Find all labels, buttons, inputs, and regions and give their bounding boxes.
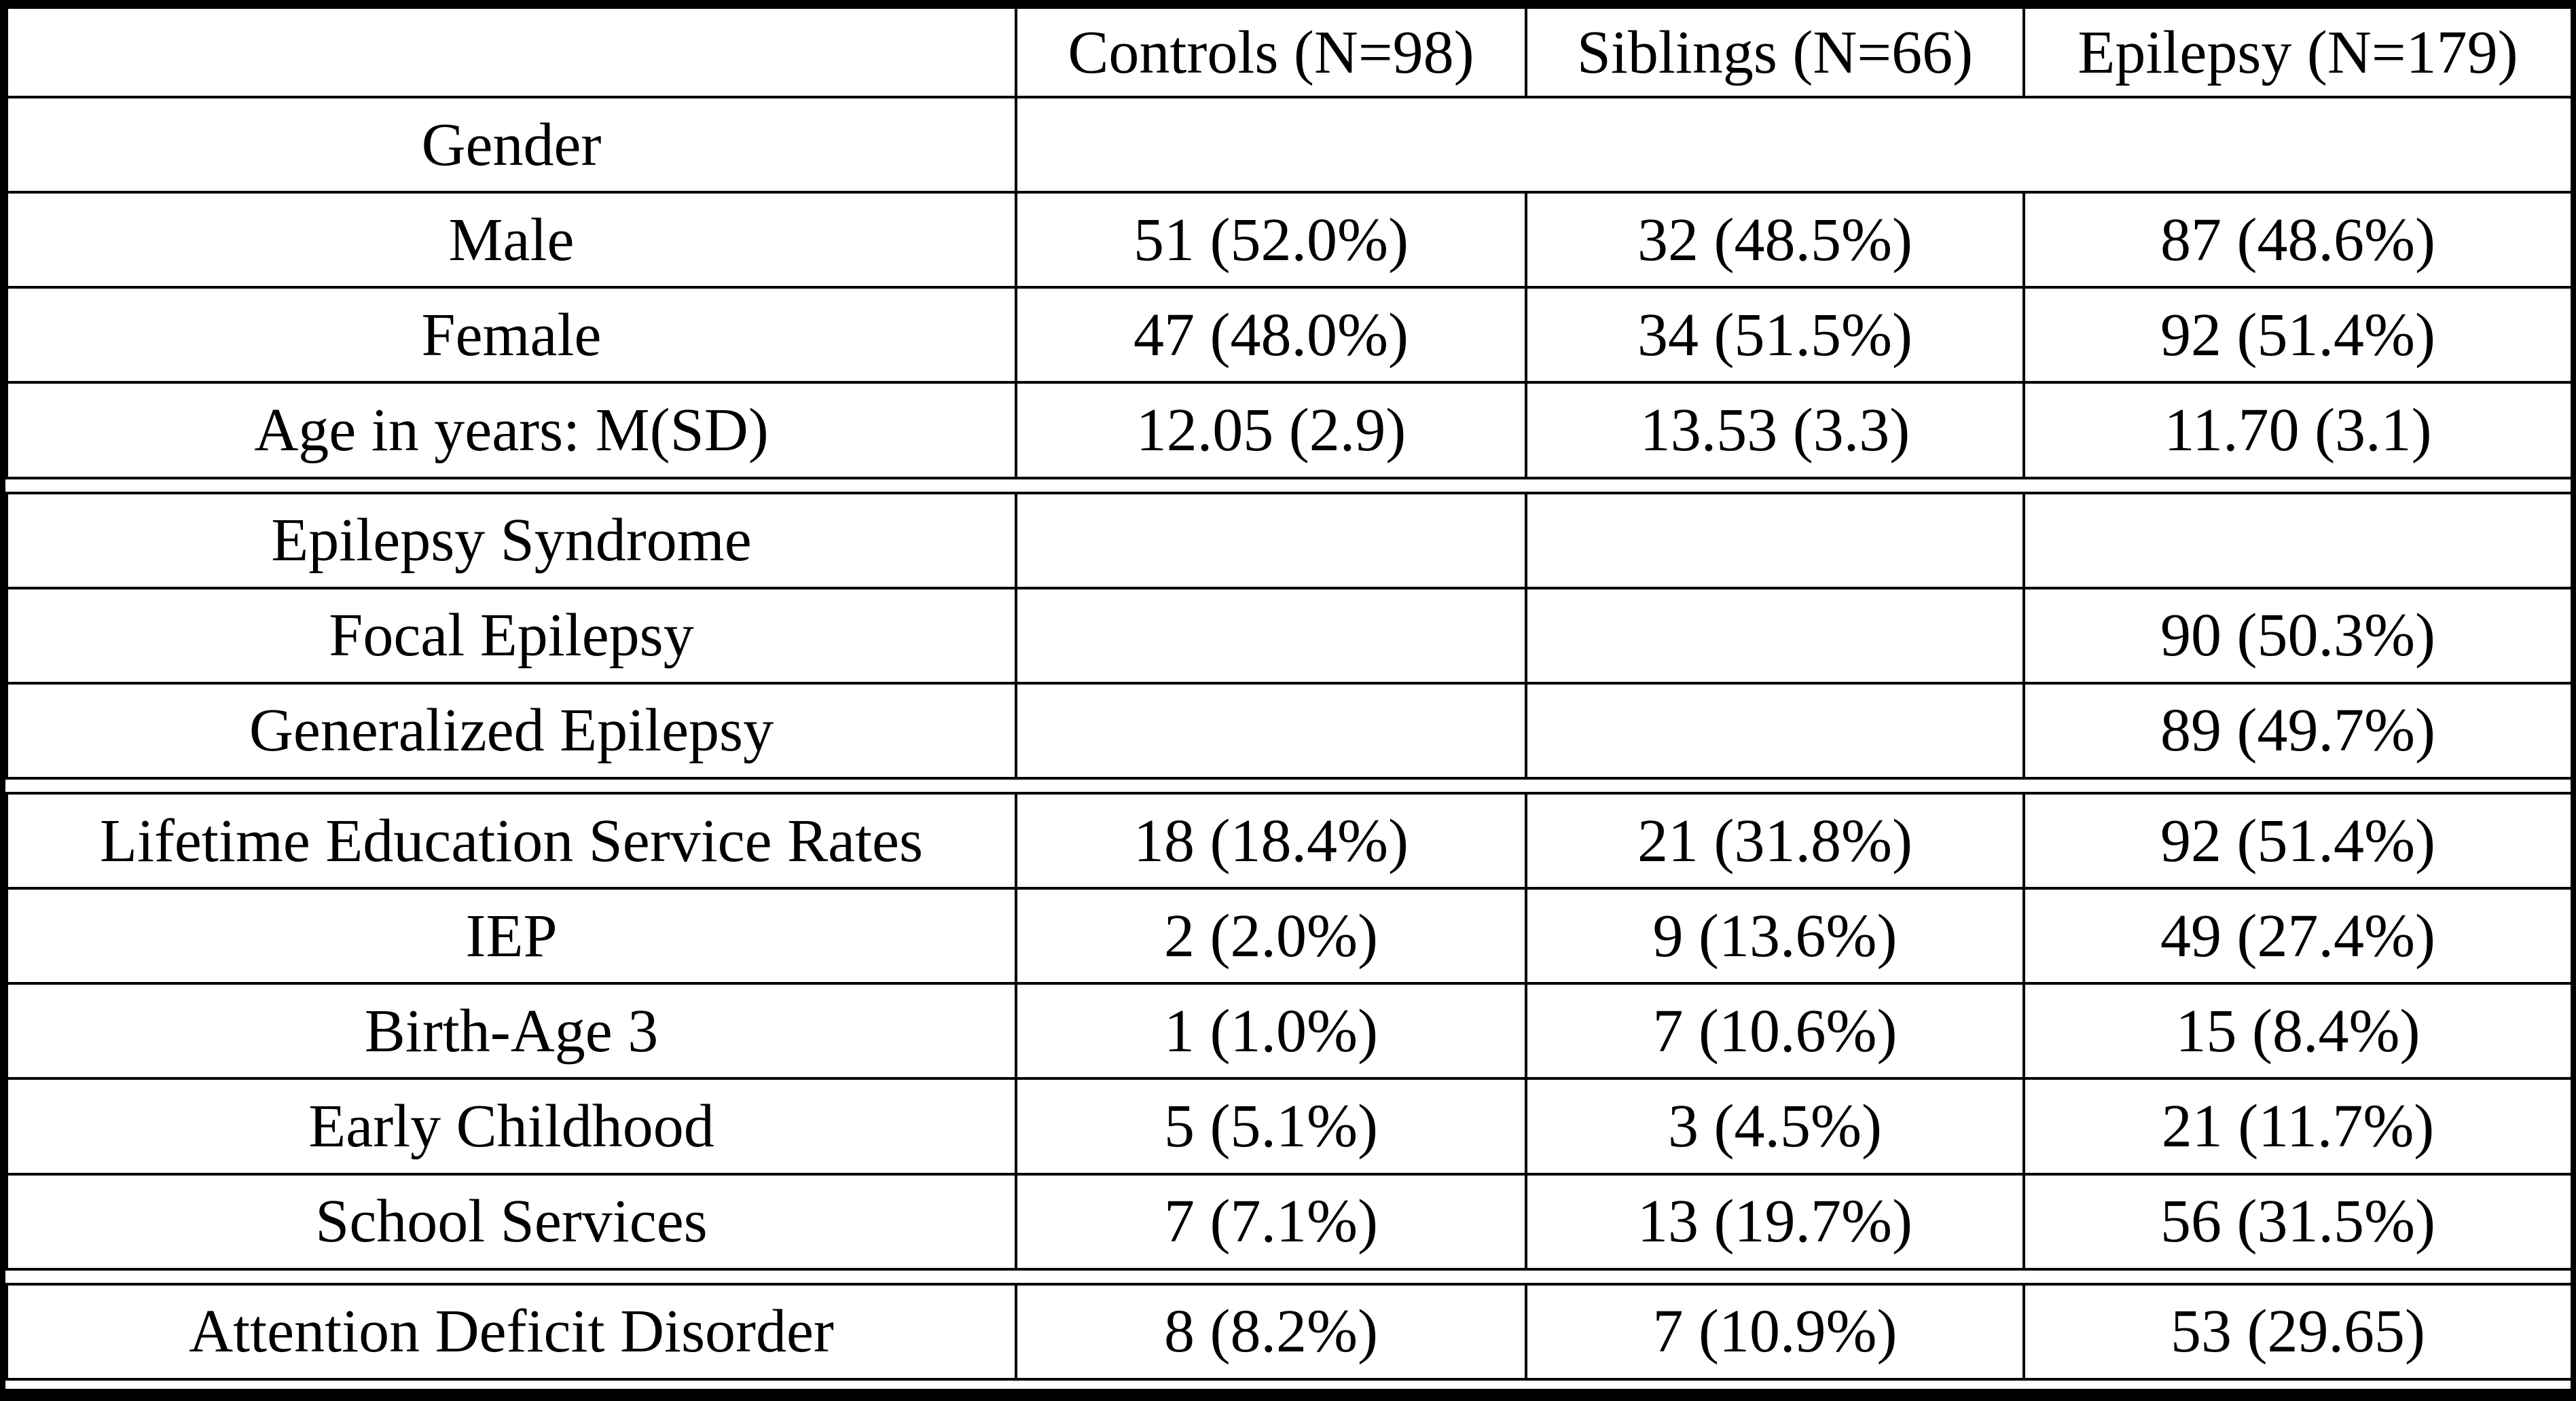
spacer-cell (7, 1377, 2572, 1389)
data-cell: 13.53 (3.3) (1525, 381, 2025, 479)
data-cell: 15 (8.4%) (2022, 982, 2573, 1080)
table-row: Early Childhood 5 (5.1%) 3 (4.5%) 21 (11.7%… (5, 1077, 2573, 1176)
data-cell: 92 (51.4%) (2022, 286, 2573, 384)
data-cell: 5 (5.1%) (1015, 1077, 1527, 1176)
section-separator (7, 476, 2572, 494)
row-label: Lifetime Education Service Rates (5, 792, 1017, 890)
data-cell (1015, 681, 1527, 780)
demographics-table: Controls (N=98) Siblings (N=66) Epilepsy… (5, 6, 2573, 1389)
data-cell (1015, 586, 1527, 685)
data-cell: 32 (48.5%) (1525, 191, 2025, 289)
data-cell: 21 (11.7%) (2022, 1077, 2573, 1176)
table-row: School Services 7 (7.1%) 13 (19.7%) 56 (31.… (5, 1172, 2573, 1271)
data-cell: 7 (10.6%) (1525, 982, 2025, 1080)
data-cell: 34 (51.5%) (1525, 286, 2025, 384)
data-cell: 47 (48.0%) (1015, 286, 1527, 384)
table-row: Lifetime Education Service Rates 18 (18.4… (5, 792, 2573, 890)
data-cell: 9 (13.6%) (1525, 887, 2025, 985)
data-cell: 56 (31.5%) (2022, 1172, 2573, 1271)
table-row: Focal Epilepsy 90 (50.3%) (5, 586, 2573, 685)
row-label: IEP (5, 887, 1017, 985)
table-row: IEP 2 (2.0%) 9 (13.6%) 49 (27.4%) (5, 887, 2573, 985)
separator-cell (7, 776, 2572, 795)
table-row: Generalized Epilepsy 89 (49.7%) (5, 681, 2573, 780)
data-cell: 92 (51.4%) (2022, 792, 2573, 890)
section-separator (7, 1267, 2572, 1286)
header-row: Controls (N=98) Siblings (N=66) Epilepsy… (5, 6, 2573, 98)
table-row: Female 47 (48.0%) 34 (51.5%) 92 (51.4%) (5, 286, 2573, 384)
data-cell (1525, 681, 2025, 780)
data-cell (1015, 491, 1527, 589)
data-cell: 3 (4.5%) (1525, 1077, 2025, 1176)
row-label: Epilepsy Syndrome (5, 491, 1017, 589)
data-cell: 11.70 (3.1) (2022, 381, 2573, 479)
data-cell: 13 (19.7%) (1525, 1172, 2025, 1271)
data-cell: 1 (1.0%) (1015, 982, 1527, 1080)
table-row: Attention Deficit Disorder 8 (8.2%) 7 (10.… (5, 1282, 2573, 1381)
data-cell: 89 (49.7%) (2022, 681, 2573, 780)
row-label: Birth-Age 3 (5, 982, 1017, 1080)
row-label: Female (5, 286, 1017, 384)
data-cell (1525, 491, 2025, 589)
column-header-epilepsy: Epilepsy (N=179) (2022, 6, 2573, 98)
data-cell: 12.05 (2.9) (1015, 381, 1527, 479)
data-cell: 7 (7.1%) (1015, 1172, 1527, 1271)
data-cell: 53 (29.65) (2022, 1282, 2573, 1381)
row-label: Attention Deficit Disorder (5, 1282, 1017, 1381)
column-header-siblings: Siblings (N=66) (1525, 6, 2025, 98)
data-cell: 18 (18.4%) (1015, 792, 1527, 890)
data-cell: 90 (50.3%) (2022, 586, 2573, 685)
column-header-empty (5, 6, 1017, 98)
section-separator (7, 776, 2572, 795)
data-cell: 2 (2.0%) (1015, 887, 1527, 985)
row-label: Male (5, 191, 1017, 289)
row-label: Focal Epilepsy (5, 586, 1017, 685)
row-label: Generalized Epilepsy (5, 681, 1017, 780)
merged-empty-cell (1015, 95, 2573, 194)
data-cell (1525, 586, 2025, 685)
group-row: Gender (5, 95, 2573, 194)
row-label: School Services (5, 1172, 1017, 1271)
data-cell: 49 (27.4%) (2022, 887, 2573, 985)
data-cell (2022, 491, 2573, 589)
row-label: Age in years: M(SD) (5, 381, 1017, 479)
table-row: Age in years: M(SD) 12.05 (2.9) 13.53 (3.3… (5, 381, 2573, 479)
bottom-spacer (7, 1377, 2572, 1389)
table-body: Gender Male 51 (52.0%) 32 (48.5%) 87 (48.6%)… (5, 95, 2573, 1389)
separator-cell (7, 1267, 2572, 1286)
data-cell: 87 (48.6%) (2022, 191, 2573, 289)
data-cell: 51 (52.0%) (1015, 191, 1527, 289)
data-cell: 7 (10.9%) (1525, 1282, 2025, 1381)
row-label: Early Childhood (5, 1077, 1017, 1176)
separator-cell (7, 476, 2572, 494)
data-cell: 8 (8.2%) (1015, 1282, 1527, 1381)
table-row: Epilepsy Syndrome (5, 491, 2573, 589)
row-label: Gender (5, 95, 1017, 194)
table-row: Male 51 (52.0%) 32 (48.5%) 87 (48.6%) (5, 191, 2573, 289)
data-cell: 21 (31.8%) (1525, 792, 2025, 890)
column-header-controls: Controls (N=98) (1015, 6, 1527, 98)
